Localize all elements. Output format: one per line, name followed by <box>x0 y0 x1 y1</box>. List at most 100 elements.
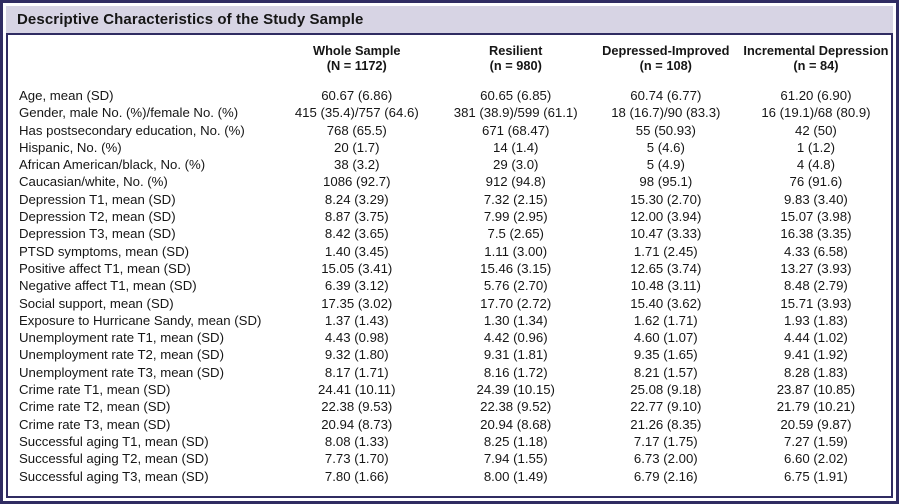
row-label: Hispanic, No. (%) <box>19 139 122 155</box>
descriptive-characteristics-table: Whole Sample (N = 1172) Resilient (n = 9… <box>8 41 891 485</box>
cell-depressed-improved: 1.71 (2.45) <box>633 243 698 259</box>
cell-whole-sample: 20.94 (8.73) <box>321 416 393 432</box>
cell-depressed-improved: 12.65 (3.74) <box>630 260 702 276</box>
cell-depressed-improved: 4.60 (1.07) <box>633 330 698 346</box>
cell-incremental-depression: 15.71 (3.93) <box>780 295 852 311</box>
row-label: Social support, mean (SD) <box>19 295 174 311</box>
column-header-label: Incremental Depression <box>743 43 889 58</box>
cell-depressed-improved: 10.47 (3.33) <box>630 226 702 242</box>
cell-incremental-depression: 9.41 (1.92) <box>784 347 848 363</box>
cell-incremental-depression: 8.28 (1.83) <box>784 364 848 380</box>
table-row: Depression T3, mean (SD) 8.42 (3.65) 7.5… <box>8 225 891 242</box>
cell-resilient: 60.65 (6.85) <box>480 88 552 103</box>
cell-depressed-improved: 6.79 (2.16) <box>633 468 698 484</box>
table-row: Crime rate T2, mean (SD) 22.38 (9.53) 22… <box>8 398 891 415</box>
cell-depressed-improved: 98 (95.1) <box>639 174 693 190</box>
cell-depressed-improved: 18 (16.7)/90 (83.3) <box>611 105 721 121</box>
cell-whole-sample: 1.40 (3.45) <box>324 243 389 259</box>
cell-resilient: 15.46 (3.15) <box>480 260 552 276</box>
table-row: Negative affect T1, mean (SD) 6.39 (3.12… <box>8 277 891 294</box>
cell-incremental-depression: 21.79 (10.21) <box>776 399 856 415</box>
cell-depressed-improved: 10.48 (3.11) <box>630 278 701 294</box>
cell-whole-sample: 8.42 (3.65) <box>324 226 389 242</box>
cell-resilient: 17.70 (2.72) <box>480 295 552 311</box>
row-label: Crime rate T1, mean (SD) <box>19 382 171 398</box>
column-header-label: Resilient <box>489 43 543 58</box>
column-header-label: Whole Sample <box>313 43 401 58</box>
table-row: Unemployment rate T2, mean (SD) 9.32 (1.… <box>8 346 891 363</box>
column-header-resilient: Resilient (n = 980) <box>441 41 591 87</box>
table-area: Whole Sample (N = 1172) Resilient (n = 9… <box>6 33 893 498</box>
row-label: Unemployment rate T2, mean (SD) <box>19 347 224 363</box>
column-header-sub: (N = 1172) <box>326 58 387 73</box>
cell-incremental-depression: 20.59 (9.87) <box>780 416 852 432</box>
cell-resilient: 381 (38.9)/599 (61.1) <box>453 105 578 121</box>
cell-resilient: 14 (1.4) <box>492 139 539 155</box>
table-row: Depression T1, mean (SD) 8.24 (3.29) 7.3… <box>8 191 891 208</box>
cell-incremental-depression: 6.75 (1.91) <box>784 468 848 484</box>
cell-resilient: 8.25 (1.18) <box>483 433 548 449</box>
row-label: Crime rate T2, mean (SD) <box>19 399 171 415</box>
cell-whole-sample: 1.37 (1.43) <box>324 312 389 328</box>
row-label: Successful aging T3, mean (SD) <box>19 468 209 484</box>
table-body: Age, mean (SD) 60.67 (6.86) 60.65 (6.85)… <box>8 87 891 485</box>
table-row: Unemployment rate T3, mean (SD) 8.17 (1.… <box>8 364 891 381</box>
row-label: Depression T1, mean (SD) <box>19 191 176 207</box>
cell-whole-sample: 38 (3.2) <box>334 157 380 173</box>
table-row: Successful aging T3, mean (SD) 7.80 (1.6… <box>8 468 891 485</box>
cell-incremental-depression: 61.20 (6.90) <box>780 88 852 103</box>
cell-depressed-improved: 22.77 (9.10) <box>630 399 702 415</box>
table-row: African American/black, No. (%) 38 (3.2)… <box>8 156 891 173</box>
cell-depressed-improved: 5 (4.9) <box>646 157 685 173</box>
cell-whole-sample: 4.43 (0.98) <box>324 330 389 346</box>
cell-whole-sample: 20 (1.7) <box>334 139 380 155</box>
cell-resilient: 1.11 (3.00) <box>484 243 548 259</box>
cell-incremental-depression: 8.48 (2.79) <box>784 278 848 294</box>
row-label: Exposure to Hurricane Sandy, mean (SD) <box>19 312 262 328</box>
page-title: Descriptive Characteristics of the Study… <box>17 11 364 28</box>
cell-incremental-depression: 4.33 (6.58) <box>784 243 848 259</box>
cell-incremental-depression: 9.83 (3.40) <box>784 191 848 207</box>
cell-resilient: 7.94 (1.55) <box>483 451 548 467</box>
cell-incremental-depression: 76 (91.6) <box>789 174 843 190</box>
cell-whole-sample: 1086 (92.7) <box>323 174 391 190</box>
column-header-incremental-depression: Incremental Depression (n = 84) <box>741 41 891 87</box>
header-row: Whole Sample (N = 1172) Resilient (n = 9… <box>8 41 891 87</box>
table-row: Has postsecondary education, No. (%) 768… <box>8 122 891 139</box>
cell-incremental-depression: 42 (50) <box>795 122 837 138</box>
cell-resilient: 7.32 (2.15) <box>483 191 548 207</box>
cell-incremental-depression: 16 (19.1)/68 (80.9) <box>761 105 871 121</box>
cell-incremental-depression: 1 (1.2) <box>796 139 835 155</box>
cell-whole-sample: 15.05 (3.41) <box>321 260 393 276</box>
table-row: Social support, mean (SD) 17.35 (3.02) 1… <box>8 295 891 312</box>
cell-whole-sample: 768 (65.5) <box>326 122 387 138</box>
cell-resilient: 7.5 (2.65) <box>487 226 544 242</box>
row-label: Unemployment rate T3, mean (SD) <box>19 364 224 380</box>
column-header-label: Depressed-Improved <box>602 43 730 58</box>
cell-whole-sample: 22.38 (9.53) <box>321 399 393 415</box>
cell-depressed-improved: 6.73 (2.00) <box>633 451 698 467</box>
row-label: Age, mean (SD) <box>19 88 114 103</box>
cell-depressed-improved: 25.08 (9.18) <box>630 382 702 398</box>
cell-resilient: 8.16 (1.72) <box>483 364 548 380</box>
cell-whole-sample: 9.32 (1.80) <box>324 347 389 363</box>
row-label: Unemployment rate T1, mean (SD) <box>19 330 224 346</box>
cell-whole-sample: 24.41 (10.11) <box>318 382 396 398</box>
cell-depressed-improved: 5 (4.6) <box>646 139 685 155</box>
cell-resilient: 912 (94.8) <box>485 174 546 190</box>
table-row: Depression T2, mean (SD) 8.87 (3.75) 7.9… <box>8 208 891 225</box>
column-header-whole-sample: Whole Sample (N = 1172) <box>273 41 441 87</box>
cell-incremental-depression: 16.38 (3.35) <box>780 226 852 242</box>
cell-depressed-improved: 8.21 (1.57) <box>633 364 698 380</box>
column-header-empty <box>8 41 273 87</box>
cell-incremental-depression: 15.07 (3.98) <box>780 209 852 225</box>
cell-incremental-depression: 13.27 (3.93) <box>780 260 852 276</box>
cell-depressed-improved: 1.62 (1.71) <box>633 312 698 328</box>
cell-resilient: 7.99 (2.95) <box>483 209 548 225</box>
cell-whole-sample: 8.87 (3.75) <box>324 209 389 225</box>
table-row: Crime rate T1, mean (SD) 24.41 (10.11) 2… <box>8 381 891 398</box>
table-row: Crime rate T3, mean (SD) 20.94 (8.73) 20… <box>8 416 891 433</box>
cell-depressed-improved: 9.35 (1.65) <box>633 347 698 363</box>
cell-incremental-depression: 4.44 (1.02) <box>784 330 848 346</box>
